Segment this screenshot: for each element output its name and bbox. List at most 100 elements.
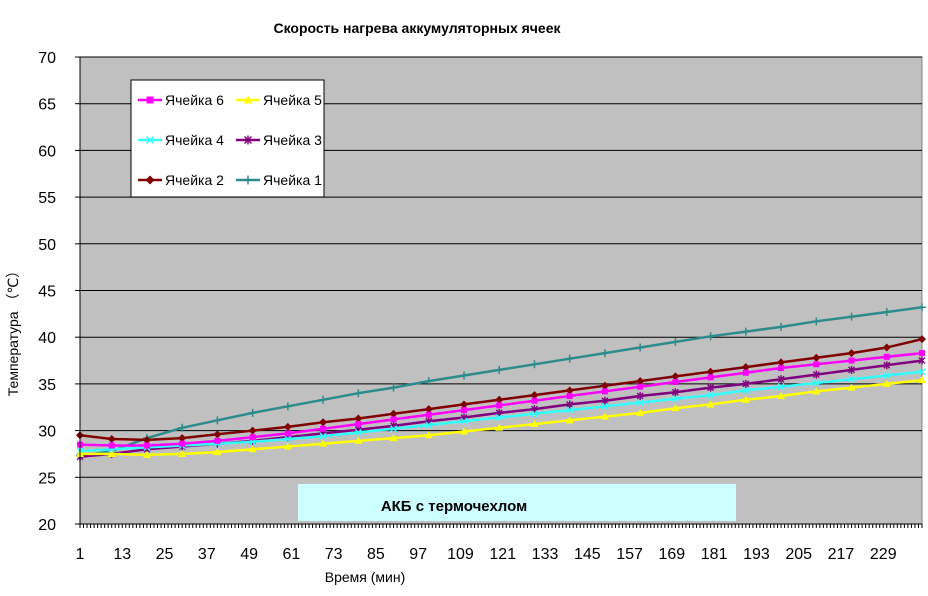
data-point <box>530 410 538 418</box>
data-point <box>389 383 398 392</box>
data-point <box>566 406 574 414</box>
data-point <box>671 404 680 412</box>
data-point <box>812 379 820 387</box>
data-point <box>530 420 539 428</box>
data-point <box>248 426 257 435</box>
y-tick-label: 35 <box>38 377 56 394</box>
y-tick-labels: 20 25 30 35 40 45 50 55 60 65 70 <box>38 50 56 534</box>
data-point <box>812 370 820 379</box>
data-point <box>108 442 115 449</box>
legend-marker <box>243 175 253 185</box>
x-tick-label: 229 <box>870 546 897 563</box>
data-point <box>495 365 504 374</box>
data-point <box>777 322 786 331</box>
legend-item: Ячейка 5 <box>236 92 322 108</box>
legend-item: Ячейка 1 <box>236 172 322 188</box>
data-point <box>918 368 926 376</box>
y-tick-label: 40 <box>38 330 56 347</box>
data-point <box>741 363 750 372</box>
data-point <box>354 414 363 423</box>
data-point <box>671 372 680 381</box>
data-point <box>143 442 150 449</box>
x-tick-label: 49 <box>240 546 258 563</box>
data-point <box>918 335 926 344</box>
data-point <box>813 361 820 368</box>
data-point <box>214 437 221 444</box>
data-point <box>848 357 855 364</box>
y-tick-label: 30 <box>38 424 56 441</box>
legend-item: Ячейка 4 <box>138 132 224 148</box>
data-point <box>424 431 433 439</box>
data-point <box>566 393 573 400</box>
x-tick-label: 205 <box>785 546 812 563</box>
data-point <box>425 411 432 418</box>
data-point <box>496 402 503 409</box>
data-point <box>213 448 222 456</box>
data-point <box>882 343 891 352</box>
data-point <box>284 435 292 443</box>
data-point <box>354 436 363 444</box>
data-point <box>142 435 151 444</box>
data-point <box>706 400 715 408</box>
x-tick-label: 193 <box>743 546 770 563</box>
data-point <box>565 386 574 395</box>
data-point <box>918 303 926 312</box>
data-point <box>531 397 538 404</box>
data-point <box>847 349 856 358</box>
data-point <box>283 422 292 431</box>
x-tick-label: 73 <box>325 546 343 563</box>
y-tick-label: 20 <box>38 517 56 534</box>
data-point <box>179 440 186 447</box>
data-point <box>742 379 750 388</box>
data-point <box>636 377 645 386</box>
data-point <box>460 427 469 435</box>
data-point <box>706 332 715 341</box>
data-point <box>601 396 609 405</box>
data-point <box>495 423 504 431</box>
data-point <box>671 337 680 346</box>
x-tick-label: 25 <box>156 546 174 563</box>
data-point <box>284 430 291 437</box>
x-tick-label: 97 <box>409 546 427 563</box>
series-Ячейка 6 <box>77 350 925 449</box>
data-point <box>460 417 468 425</box>
data-point <box>565 354 574 363</box>
data-point <box>707 374 714 381</box>
legend: Ячейка 6 Ячейка 5 Ячейка 4 Ячейка 3 Ячейка 2… <box>130 79 325 198</box>
data-point <box>107 435 116 444</box>
data-point <box>425 421 433 429</box>
data-point <box>389 434 398 442</box>
data-point <box>565 416 574 424</box>
data-point <box>918 356 926 365</box>
data-point <box>812 387 821 395</box>
legend-items: Ячейка 6 Ячейка 5 Ячейка 4 Ячейка 3 Ячейка 2… <box>138 92 322 188</box>
data-point <box>777 375 785 384</box>
data-point <box>742 369 749 376</box>
x-tick-label: 217 <box>828 546 855 563</box>
legend-label: Ячейка 2 <box>165 172 224 188</box>
x-tick-labels: 1 13 25 37 49 61 73 85 97 109 121 133 145 157 169 181 19… <box>76 546 897 563</box>
chart-title: Скорость нагрева аккумуляторных ячеек <box>273 20 561 36</box>
data-point <box>847 383 856 391</box>
data-point <box>354 389 363 398</box>
data-point <box>742 386 750 394</box>
data-point <box>706 367 715 376</box>
data-point <box>636 408 645 416</box>
y-axis-label: Температура （℃） <box>5 264 21 396</box>
x-tick-label: 13 <box>113 546 131 563</box>
x-axis-label: Время (мин) <box>325 569 406 585</box>
x-tick-label: 145 <box>574 546 601 563</box>
data-point <box>812 317 821 326</box>
legend-marker <box>146 96 154 104</box>
data-point <box>320 425 327 432</box>
legend-label: Ячейка 6 <box>165 92 224 108</box>
data-point <box>530 360 539 369</box>
data-point <box>530 391 539 400</box>
data-point <box>777 383 785 391</box>
data-point <box>600 349 609 358</box>
y-tick-label: 70 <box>38 50 56 67</box>
x-tick-label: 37 <box>198 546 216 563</box>
data-point <box>461 407 468 414</box>
annotation-box <box>298 484 736 521</box>
